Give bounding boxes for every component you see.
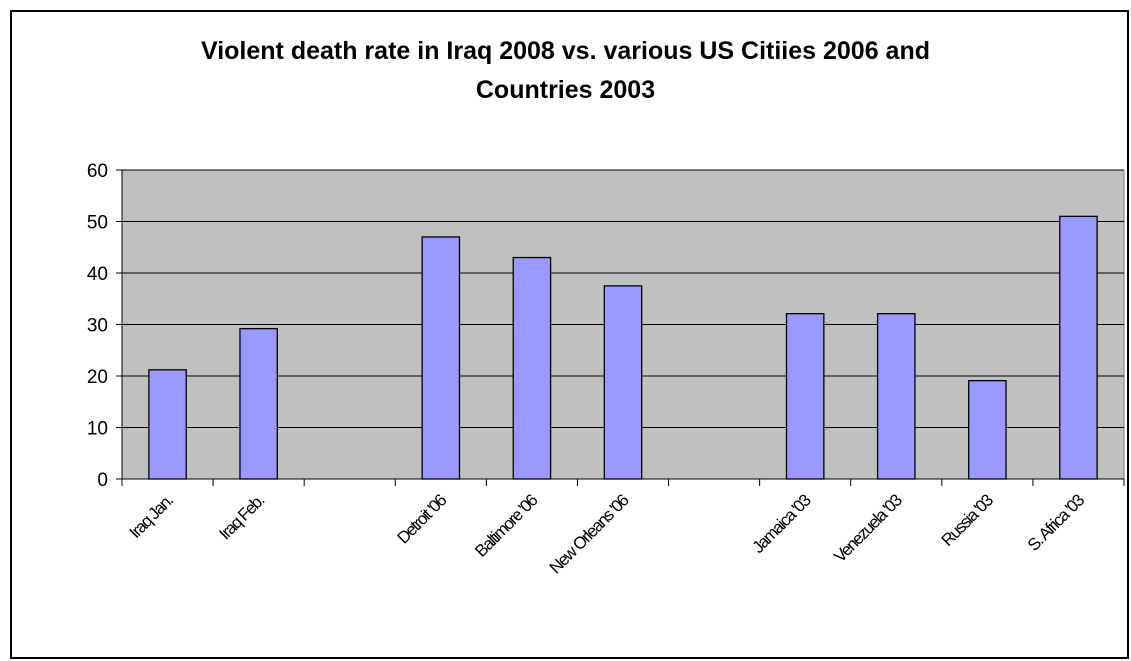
y-tick-label: 10 <box>87 419 108 440</box>
bar-9 <box>968 379 1007 480</box>
bar-1 <box>239 327 278 480</box>
y-tick-label: 50 <box>87 213 108 234</box>
y-tick-label: 40 <box>87 264 108 285</box>
x-tick-label: Iraq Feb. <box>215 491 268 544</box>
x-tick-label: Baltimore '06 <box>471 491 541 561</box>
x-tick-labels: Iraq Jan. Iraq Feb. Detroit '06 Baltimore '… <box>126 491 1088 578</box>
chart-title: Violent death rate in Iraq 2008 vs. vari… <box>0 32 1131 110</box>
bar-8 <box>876 313 916 480</box>
bar-10 <box>1059 215 1098 480</box>
bar-3 <box>421 236 461 480</box>
x-tick-label: New Orleans '06 <box>546 491 633 578</box>
y-tick-labels: 0 10 20 30 40 50 60 <box>87 161 108 491</box>
bar-5 <box>603 285 643 480</box>
x-tick-label: S. Africa '03 <box>1024 491 1088 555</box>
x-tick-label: Detroit '06 <box>393 491 450 548</box>
chart-title-line-2: Countries 2003 <box>475 76 656 104</box>
y-tick-label: 0 <box>97 470 108 491</box>
chart-title-line-1: Violent death rate in Iraq 2008 vs. vari… <box>200 37 930 65</box>
y-tick-label: 60 <box>87 161 108 182</box>
y-tick-label: 30 <box>87 316 108 337</box>
axes <box>116 169 1125 486</box>
x-tick-label: Russia '03 <box>938 491 997 550</box>
bar-7 <box>785 313 825 480</box>
bars <box>148 215 1098 480</box>
x-tick-label: Iraq Jan. <box>126 491 177 542</box>
x-tick-label: Venezuela '03 <box>830 491 906 567</box>
bar-4 <box>512 256 552 480</box>
x-tick-label: Jamaica '03 <box>748 491 814 557</box>
y-tick-label: 20 <box>87 367 108 388</box>
bar-0 <box>148 369 187 480</box>
